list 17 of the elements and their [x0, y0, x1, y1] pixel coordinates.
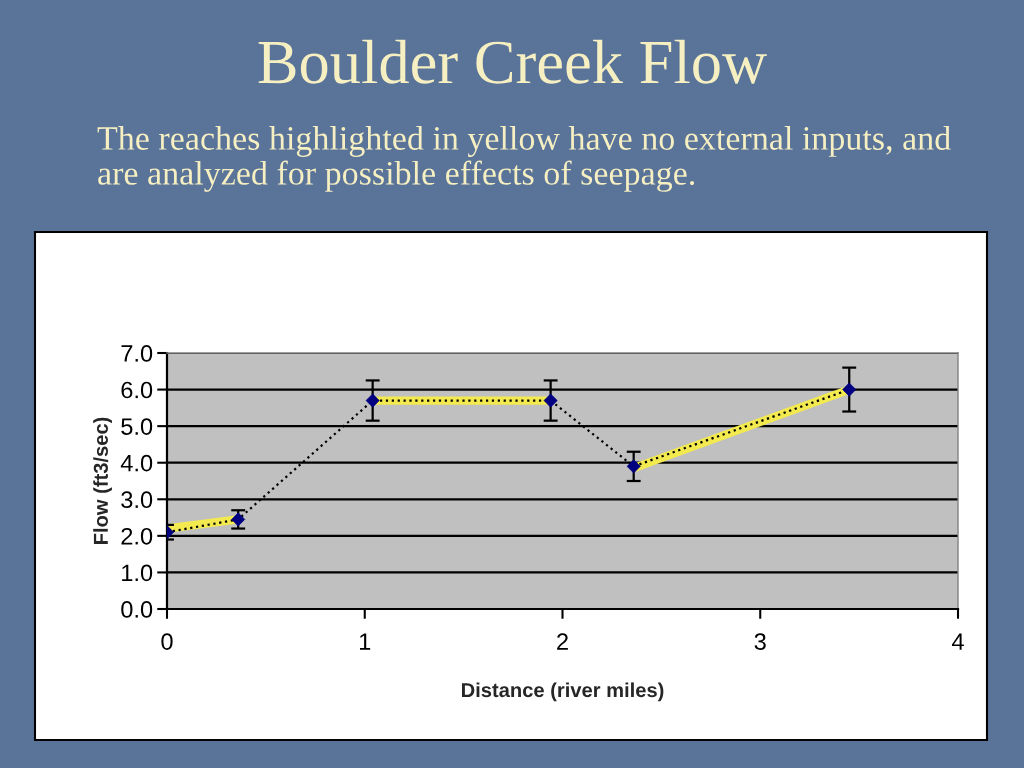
- chart-subtitle: The reaches highlighted in yellow have no external inputs, and are analyzed for possible effects of seepage.: [97, 126, 951, 192]
- x-axis-title: Distance (river miles): [461, 682, 664, 702]
- x-tick-label: 1: [359, 633, 371, 650]
- y-tick-label: 4.0: [120, 454, 153, 472]
- y-tick-label: 7.0: [121, 345, 153, 362]
- x-tick-label: 3: [754, 633, 766, 650]
- y-tick-label: 5.0: [121, 418, 153, 435]
- y-tick-label: 0.0: [121, 601, 153, 618]
- x-tick-label: 4: [951, 633, 964, 650]
- y-tick-label: 3.0: [121, 491, 153, 509]
- y-tick-label: 6.0: [121, 381, 153, 399]
- chart-title: Boulder Creek Flow: [258, 39, 767, 84]
- y-tick-label: 2.0: [121, 527, 153, 545]
- y-tick-label: 1.0: [122, 564, 153, 582]
- x-tick-label: 0: [161, 633, 173, 650]
- x-tick-label: 2: [557, 633, 568, 650]
- y-axis-title: Flow (ft3/sec): [93, 417, 112, 544]
